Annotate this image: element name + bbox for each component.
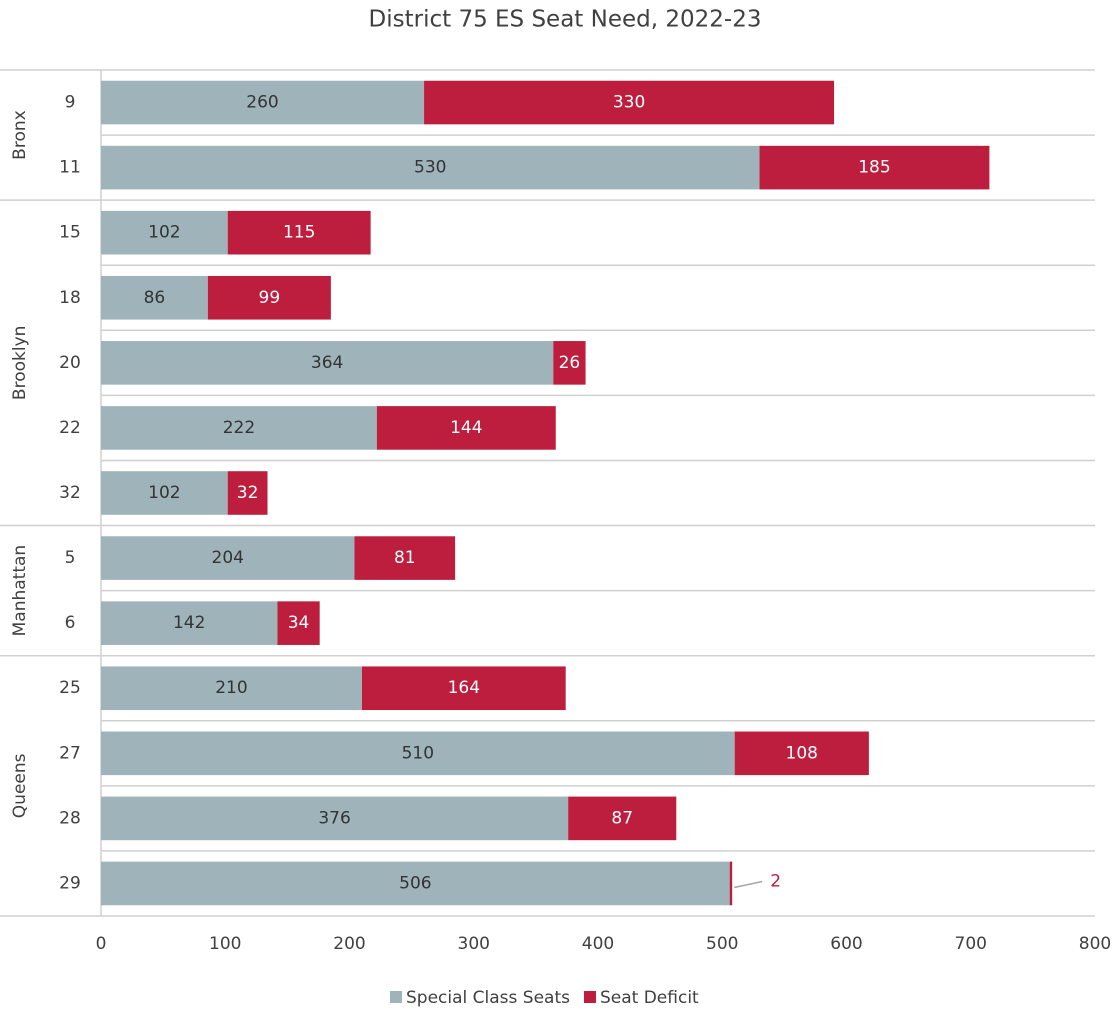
bar-segment bbox=[101, 861, 730, 906]
data-label: 506 bbox=[399, 873, 431, 893]
category-label: 18 bbox=[59, 288, 81, 308]
data-label: 164 bbox=[448, 678, 480, 698]
x-tick-label: 400 bbox=[582, 934, 614, 954]
data-label: 364 bbox=[311, 353, 343, 373]
group-label: Brooklyn bbox=[10, 326, 30, 400]
bar-segment bbox=[424, 80, 835, 125]
data-label: 222 bbox=[223, 418, 255, 438]
legend-swatch bbox=[583, 991, 596, 1003]
chart-title: District 75 ES Seat Need, 2022-23 bbox=[369, 7, 762, 33]
bar-segment bbox=[227, 210, 371, 255]
data-label: 102 bbox=[148, 483, 180, 503]
group-label: Manhattan bbox=[10, 545, 30, 637]
legend-label: Seat Deficit bbox=[600, 988, 699, 1008]
bar-segment bbox=[361, 666, 566, 711]
x-tick-label: 200 bbox=[333, 934, 365, 954]
bar-segment bbox=[101, 601, 278, 645]
data-label: 108 bbox=[786, 743, 818, 763]
data-label: 34 bbox=[288, 613, 310, 633]
legend-label: Special Class Seats bbox=[406, 988, 570, 1008]
group-label: Queens bbox=[10, 753, 30, 818]
bar-segment bbox=[101, 666, 362, 711]
bar-segment bbox=[101, 210, 228, 255]
bar-segment bbox=[376, 406, 556, 450]
bar-segment bbox=[101, 796, 569, 841]
data-label: 32 bbox=[237, 483, 259, 503]
data-label: 510 bbox=[402, 743, 434, 763]
category-label: 6 bbox=[65, 613, 76, 633]
data-label: 26 bbox=[559, 353, 581, 373]
data-label: 185 bbox=[858, 158, 890, 178]
bar-segment bbox=[277, 601, 320, 645]
category-label: 32 bbox=[59, 483, 81, 503]
category-label: 27 bbox=[59, 743, 81, 763]
category-label: 28 bbox=[59, 808, 81, 828]
data-label: 142 bbox=[173, 613, 205, 633]
data-label: 87 bbox=[611, 808, 633, 828]
data-label: 330 bbox=[613, 93, 645, 113]
data-label: 204 bbox=[212, 548, 244, 568]
bar-segment bbox=[101, 471, 228, 515]
data-label: 115 bbox=[283, 223, 315, 243]
data-label: 81 bbox=[394, 548, 416, 568]
bar-segment bbox=[227, 471, 268, 515]
bar-segment bbox=[207, 275, 331, 320]
bar-segment bbox=[101, 536, 355, 580]
x-tick-label: 700 bbox=[955, 934, 987, 954]
bar-segment bbox=[101, 341, 554, 385]
category-label: 20 bbox=[59, 353, 81, 373]
x-tick-label: 800 bbox=[1079, 934, 1111, 954]
data-label: 99 bbox=[259, 288, 281, 308]
bar-segment bbox=[101, 80, 425, 125]
leader-line bbox=[734, 880, 763, 889]
data-label: 102 bbox=[148, 223, 180, 243]
category-label: 22 bbox=[59, 418, 81, 438]
x-tick-label: 100 bbox=[209, 934, 241, 954]
data-label: 144 bbox=[450, 418, 482, 438]
legend-swatch bbox=[390, 991, 402, 1003]
data-label: 530 bbox=[414, 158, 446, 178]
data-label: 260 bbox=[246, 93, 278, 113]
bar-segment bbox=[759, 145, 990, 190]
category-label: 5 bbox=[65, 548, 76, 568]
x-tick-label: 500 bbox=[706, 934, 738, 954]
bar-segment bbox=[729, 861, 733, 906]
data-label: 210 bbox=[215, 678, 247, 698]
category-label: 15 bbox=[59, 223, 81, 243]
bar-segment bbox=[101, 406, 377, 450]
data-label: 86 bbox=[144, 288, 166, 308]
bar-segment bbox=[101, 275, 208, 320]
x-tick-label: 600 bbox=[830, 934, 862, 954]
category-label: 25 bbox=[59, 678, 81, 698]
category-label: 29 bbox=[59, 873, 81, 893]
legend: Special Class Seats Seat Deficit bbox=[390, 988, 699, 1008]
category-label: 9 bbox=[65, 93, 76, 113]
bar-segment bbox=[553, 341, 586, 385]
bar-segment bbox=[568, 796, 677, 841]
x-tick-label: 0 bbox=[96, 934, 107, 954]
bar-segment bbox=[354, 536, 456, 580]
bar-segment bbox=[101, 145, 760, 190]
group-label: Bronx bbox=[10, 110, 30, 160]
data-label: 376 bbox=[318, 808, 350, 828]
x-tick-label: 300 bbox=[458, 934, 490, 954]
bar-segment bbox=[101, 731, 735, 776]
data-label: 2 bbox=[770, 871, 781, 891]
bar-segment bbox=[734, 731, 869, 776]
category-label: 11 bbox=[59, 158, 81, 178]
